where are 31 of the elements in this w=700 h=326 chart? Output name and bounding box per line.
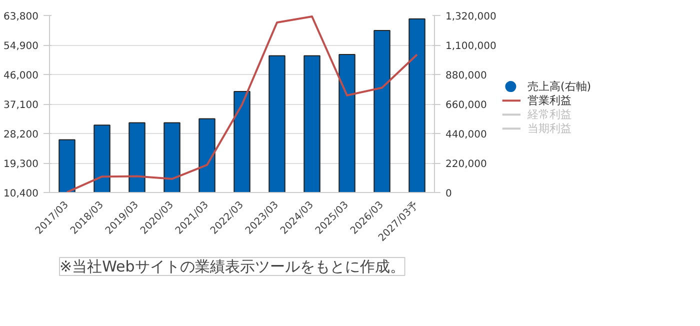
y2-tick-label: 660,000 [446,100,487,111]
bar [58,139,76,192]
bar [198,118,216,192]
legend-label: 売上高(右軸) [528,80,592,94]
y-tick-label: 10,400 [4,188,39,200]
bar [268,55,286,192]
bar [128,122,146,192]
line-series [66,16,418,192]
bar [164,122,180,192]
bar [408,18,426,192]
y-tick-label: 28,200 [4,130,39,140]
legend-label: 営業利益 [528,94,572,108]
bar [338,54,356,192]
y2-tick-label: 220,000 [446,159,487,170]
y2-tick-label: 880,000 [446,70,487,82]
y-tick-label: 46,000 [4,70,39,82]
y2-tick-label: 1,320,000 [446,12,496,22]
bar [304,55,320,192]
y-tick-label: 19,300 [4,159,39,170]
y-tick-label: 54,900 [4,41,39,52]
bar [374,30,390,192]
y-tick-label: 63,800 [4,12,39,22]
legend-label: 当期利益 [528,122,572,136]
y2-tick-label: 440,000 [446,130,487,140]
bar [234,91,250,192]
y-tick-label: 37,100 [4,100,39,111]
bar [94,124,110,192]
y2-tick-label: 1,100,000 [446,41,496,52]
y2-tick-label: 0 [446,188,452,200]
text: ※当社Webサイトの業績表示ツールをもとに作成。 [60,258,405,276]
legend-label: 経常利益 [526,108,572,122]
